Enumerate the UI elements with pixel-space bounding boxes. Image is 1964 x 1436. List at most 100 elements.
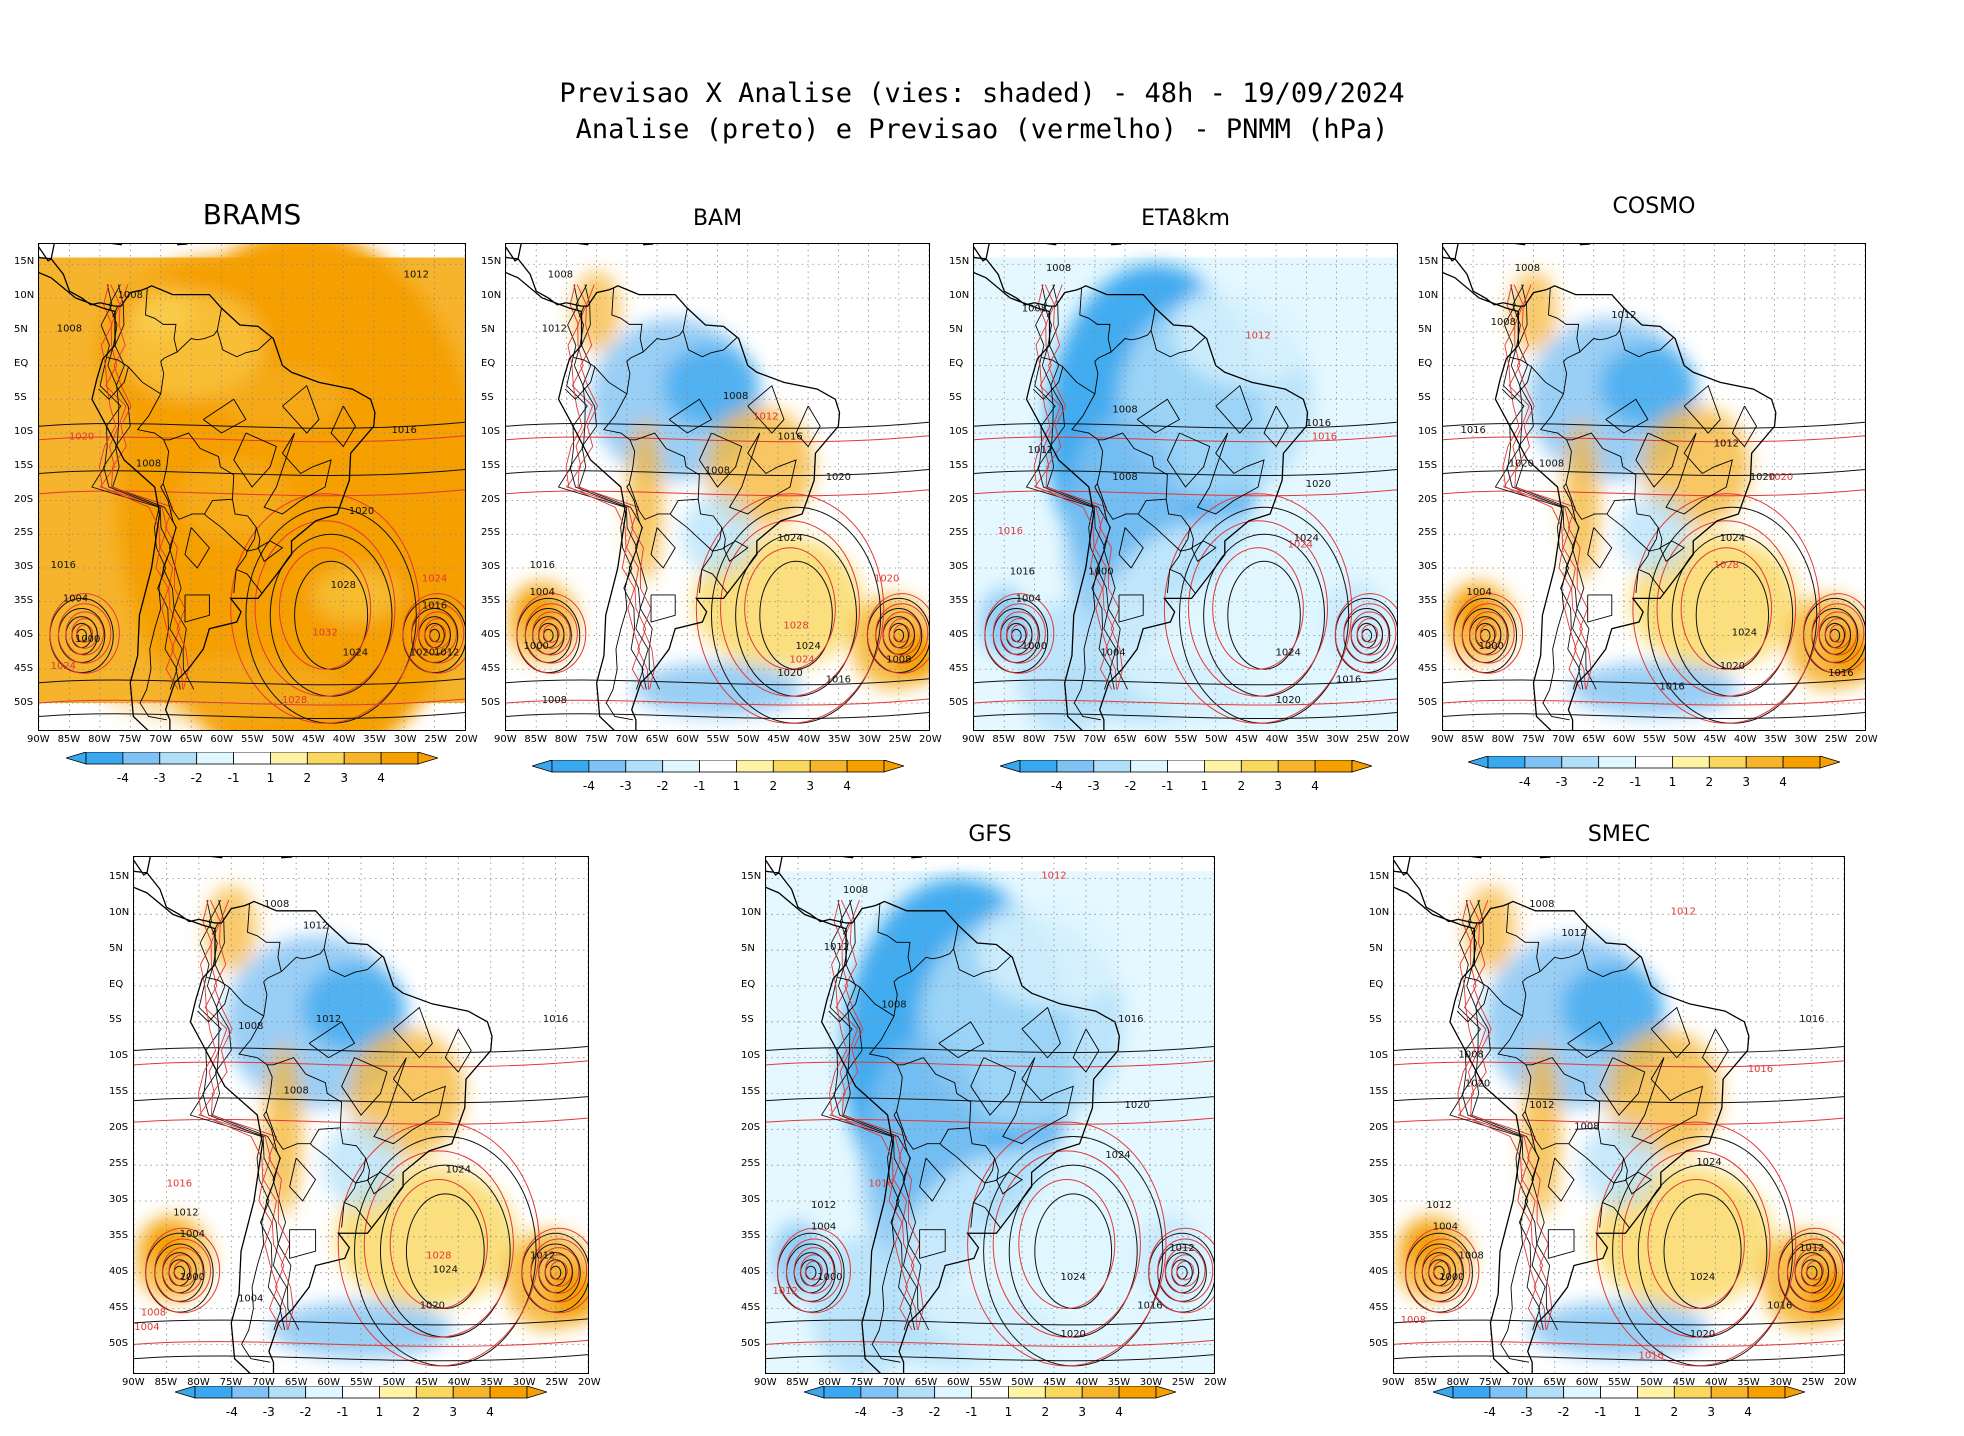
lat-label: 50S xyxy=(1369,1338,1389,1350)
coastline xyxy=(766,857,1120,1373)
colorbar-tick-label: 2 xyxy=(769,779,777,793)
contour-label: 1024 xyxy=(1720,533,1745,544)
lat-label: 5S xyxy=(14,391,27,403)
map-svg-gfs: 1008 1012 1008 1016 1020 1024 1012 1004 1000 1024… xyxy=(766,857,1214,1373)
colorbar-tick-label: -3 xyxy=(1087,779,1099,793)
lon-label: 55W xyxy=(706,734,730,745)
pressure-contours xyxy=(766,899,1214,1367)
map-panel-brams: 1012 1008 1008 1008 1016 1020 1016 1004 1000 1028… xyxy=(38,243,466,731)
contour-label: 1012 xyxy=(1426,1200,1451,1211)
lon-label: 25W xyxy=(1356,734,1380,745)
colorbar-tick-label: 3 xyxy=(806,779,814,793)
colorbar-swatch xyxy=(489,1385,528,1399)
contour-label: 1016 xyxy=(1799,1014,1824,1025)
contour-label: 1016 xyxy=(777,432,802,443)
colorbar-swatch xyxy=(380,751,419,765)
colorbar-swatch xyxy=(1710,1385,1749,1399)
lon-label: 70W xyxy=(882,1377,906,1388)
lat-label: 40S xyxy=(1369,1266,1389,1278)
lat-label: 5N xyxy=(1369,942,1383,954)
contour-label: 1012 xyxy=(434,648,459,659)
contour-label: 1032 xyxy=(312,627,337,638)
colorbar-swatch xyxy=(551,759,589,773)
lon-label: 80W xyxy=(187,1377,210,1388)
colorbar-swatch xyxy=(1600,1385,1638,1399)
lat-label: 5N xyxy=(109,942,123,954)
lat-label: 50S xyxy=(109,1338,129,1350)
lat-label: 15S xyxy=(481,459,501,471)
lat-label: 15N xyxy=(949,256,970,268)
lat-label: 10S xyxy=(1418,425,1438,437)
lat-label: 40S xyxy=(1418,629,1438,641)
contour-label: 1024 xyxy=(777,533,802,544)
contour-label: 1016 xyxy=(1118,1014,1143,1025)
lat-label: 30S xyxy=(949,561,969,573)
lon-label: 75W xyxy=(1053,734,1076,745)
lon-label: 90W xyxy=(962,734,985,745)
colorbar-swatch xyxy=(1044,1385,1083,1399)
colorbar-tick-label: -1 xyxy=(337,1405,349,1419)
pressure-contours xyxy=(39,284,465,724)
colorbar-tick-label: 3 xyxy=(1707,1405,1715,1419)
contour-label: 1000 xyxy=(1439,1272,1464,1283)
lat-label: 35S xyxy=(949,595,969,607)
lon-label: 90W xyxy=(1431,734,1454,745)
contour-label: 1008 xyxy=(1458,1250,1483,1261)
lon-label: 85W xyxy=(786,1377,809,1388)
lat-label: 15N xyxy=(14,256,35,268)
lat-label: 5S xyxy=(1418,391,1431,403)
colorbar-tick-label: 3 xyxy=(1078,1405,1086,1419)
contour-label: 1024 xyxy=(433,1265,458,1276)
colorbar-swatch xyxy=(306,751,345,765)
colorbar-tick-label: 3 xyxy=(449,1405,457,1419)
colorbar-tick-label: 4 xyxy=(1311,779,1319,793)
lon-label: 45W xyxy=(1703,734,1727,745)
colorbar-swatch xyxy=(194,1385,233,1399)
lon-label: 20W xyxy=(578,1377,601,1388)
contour-label: 1008 xyxy=(118,290,143,301)
colorbar-swatch xyxy=(1314,759,1352,773)
contour-label: 1016 xyxy=(530,560,555,571)
graticule xyxy=(766,857,1214,1373)
lat-label: 10N xyxy=(741,906,762,918)
lon-label: 30W xyxy=(393,734,417,745)
pressure-contours xyxy=(506,284,929,724)
lat-label: 20S xyxy=(1418,493,1438,505)
contour-label: 1016 xyxy=(51,560,76,571)
figure-title-line2: Analise (preto) e Previsao (vermelho) - … xyxy=(575,114,1389,145)
colorbar-panel5: -4 -3 -2 -1 1 2 3 4 xyxy=(173,1385,549,1422)
colorbar-tick-label: -4 xyxy=(1519,775,1531,789)
lat-label: 45S xyxy=(949,663,969,674)
colorbar-swatch xyxy=(809,759,848,773)
contour-label: 1008 xyxy=(1539,459,1564,470)
lat-label: 30S xyxy=(109,1194,129,1206)
lon-label: 30W xyxy=(1139,1377,1163,1388)
contour-label: 1008 xyxy=(283,1085,308,1096)
lon-label: 35W xyxy=(1295,734,1319,745)
lon-label: 20W xyxy=(455,734,478,745)
contour-label: 1016 xyxy=(543,1014,568,1025)
colorbar-swatch xyxy=(860,1385,899,1399)
lat-label: 5S xyxy=(109,1014,122,1026)
contour-label: 1004 xyxy=(180,1229,205,1240)
lon-label: 35W xyxy=(480,1377,503,1388)
colorbar-swatch xyxy=(1747,1385,1786,1399)
contour-label: 1012 xyxy=(303,921,328,932)
lon-label: 70W xyxy=(1083,734,1107,745)
lat-label: 45S xyxy=(481,663,501,674)
lon-label: 75W xyxy=(118,734,142,745)
contour-label: 1012 xyxy=(1561,928,1586,939)
colorbar-arrow-left xyxy=(64,751,87,765)
lat-label: 15N xyxy=(1418,256,1439,268)
colorbar-swatch xyxy=(85,751,124,765)
colorbar-arrow-right xyxy=(883,759,905,773)
colorbar-swatch xyxy=(897,1385,936,1399)
colorbar-tick-label: -4 xyxy=(1484,1405,1496,1419)
colorbar-arrow-right xyxy=(526,1385,549,1399)
colorbar-swatch xyxy=(1672,755,1710,769)
contour-label: 1008 xyxy=(141,1308,166,1319)
colorbar-tick-label: -2 xyxy=(929,1405,941,1419)
contour-label: 1016 xyxy=(1748,1064,1773,1075)
contour-label: 1012 xyxy=(173,1207,198,1218)
contour-label: 1020 xyxy=(69,432,94,443)
